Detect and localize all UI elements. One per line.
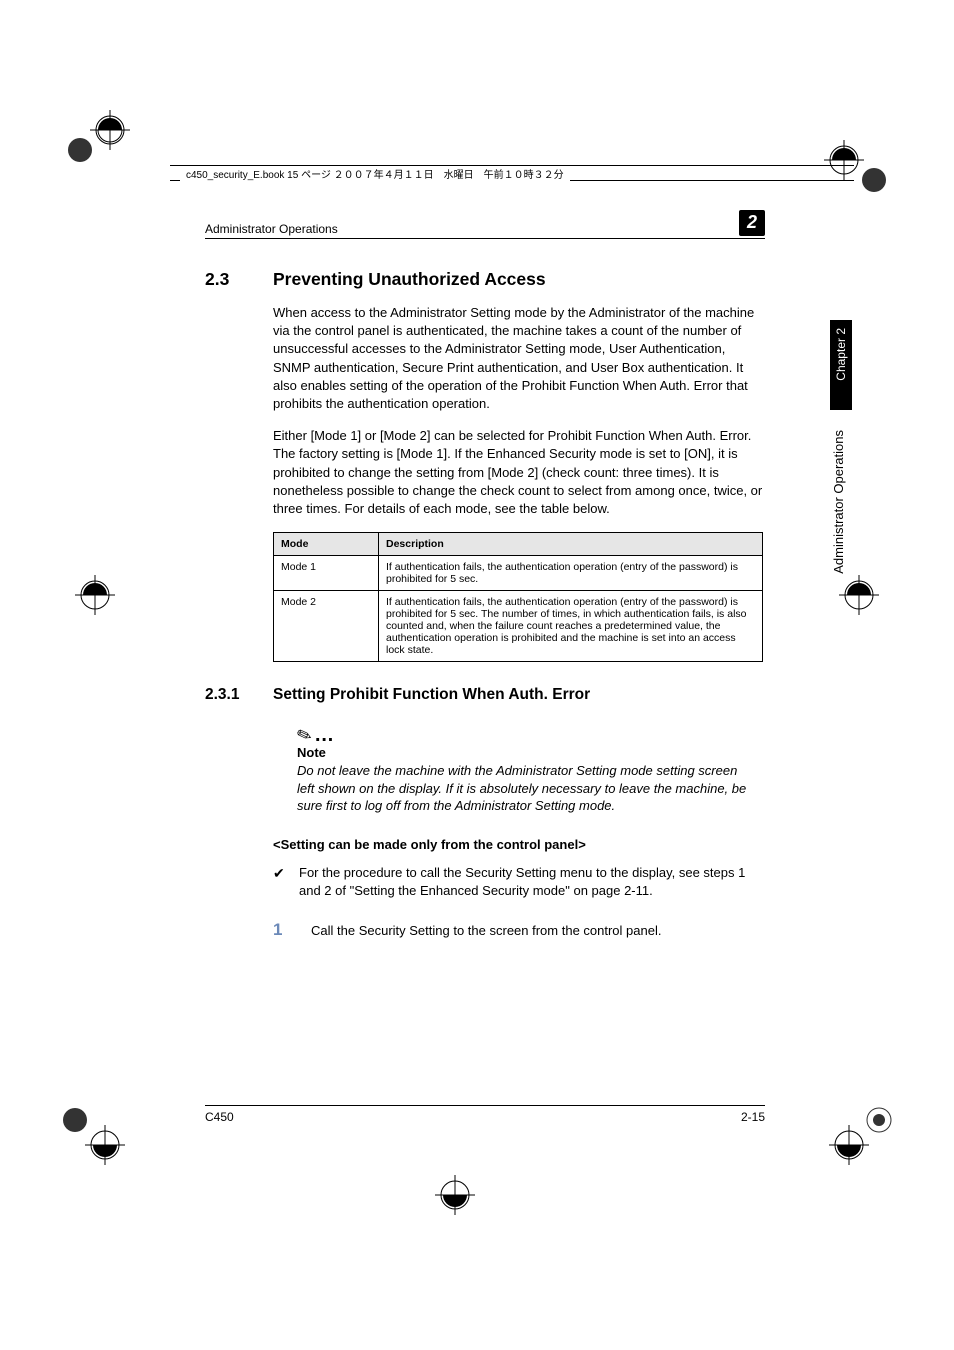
check-text: For the procedure to call the Security S… (299, 864, 765, 900)
table-cell: Mode 1 (274, 556, 379, 591)
note-icon: ✎… (297, 724, 765, 747)
step-1: 1 Call the Security Setting to the scree… (273, 920, 765, 940)
check-item: ✔ For the procedure to call the Security… (273, 864, 765, 900)
running-head: Administrator Operations (205, 222, 338, 236)
reg-mark-mid-left (55, 560, 125, 630)
table-cell: Mode 2 (274, 591, 379, 662)
section-title: Preventing Unauthorized Access (273, 269, 546, 290)
side-chapter-box: Chapter 2 (830, 320, 852, 410)
paragraph-2: Either [Mode 1] or [Mode 2] can be selec… (273, 427, 765, 518)
subsection-number: 2.3.1 (205, 686, 255, 704)
note-body: Do not leave the machine with the Admini… (297, 762, 757, 815)
setting-subhead: <Setting can be made only from the contr… (273, 837, 765, 852)
step-number: 1 (273, 920, 287, 940)
subsection-title: Setting Prohibit Function When Auth. Err… (273, 686, 590, 704)
footer-page: 2-15 (741, 1110, 765, 1124)
header-strip: c450_security_E.book 15 ページ ２００７年４月１１日 水… (170, 165, 854, 181)
step-text: Call the Security Setting to the screen … (311, 923, 661, 938)
reg-mark-bot-center (420, 1160, 490, 1230)
modes-table: Mode Description Mode 1 If authenticatio… (273, 532, 763, 662)
check-icon: ✔ (273, 864, 287, 900)
header-strip-text: c450_security_E.book 15 ページ ２００７年４月１１日 水… (180, 166, 570, 181)
paragraph-1: When access to the Administrator Setting… (273, 304, 765, 413)
chapter-number-box: 2 (739, 210, 765, 236)
footer-model: C450 (205, 1110, 234, 1124)
table-header-desc: Description (379, 533, 763, 556)
section-heading: 2.3 Preventing Unauthorized Access (205, 269, 765, 290)
table-row: Mode 1 If authentication fails, the auth… (274, 556, 763, 591)
reg-mark-bot-right (829, 1100, 899, 1170)
subsection-heading: 2.3.1 Setting Prohibit Function When Aut… (205, 686, 765, 704)
table-cell: If authentication fails, the authenticat… (379, 591, 763, 662)
reg-mark-bot-left (55, 1100, 125, 1170)
table-header-mode: Mode (274, 533, 379, 556)
section-number: 2.3 (205, 269, 255, 290)
side-chapter-label: Chapter 2 (830, 320, 852, 389)
table-row: Mode 2 If authentication fails, the auth… (274, 591, 763, 662)
side-section-label: Administrator Operations (831, 430, 846, 574)
note-label: Note (297, 745, 765, 760)
page-footer: C450 2-15 (205, 1105, 765, 1124)
reg-mark-top-left (60, 100, 130, 170)
table-cell: If authentication fails, the authenticat… (379, 556, 763, 591)
